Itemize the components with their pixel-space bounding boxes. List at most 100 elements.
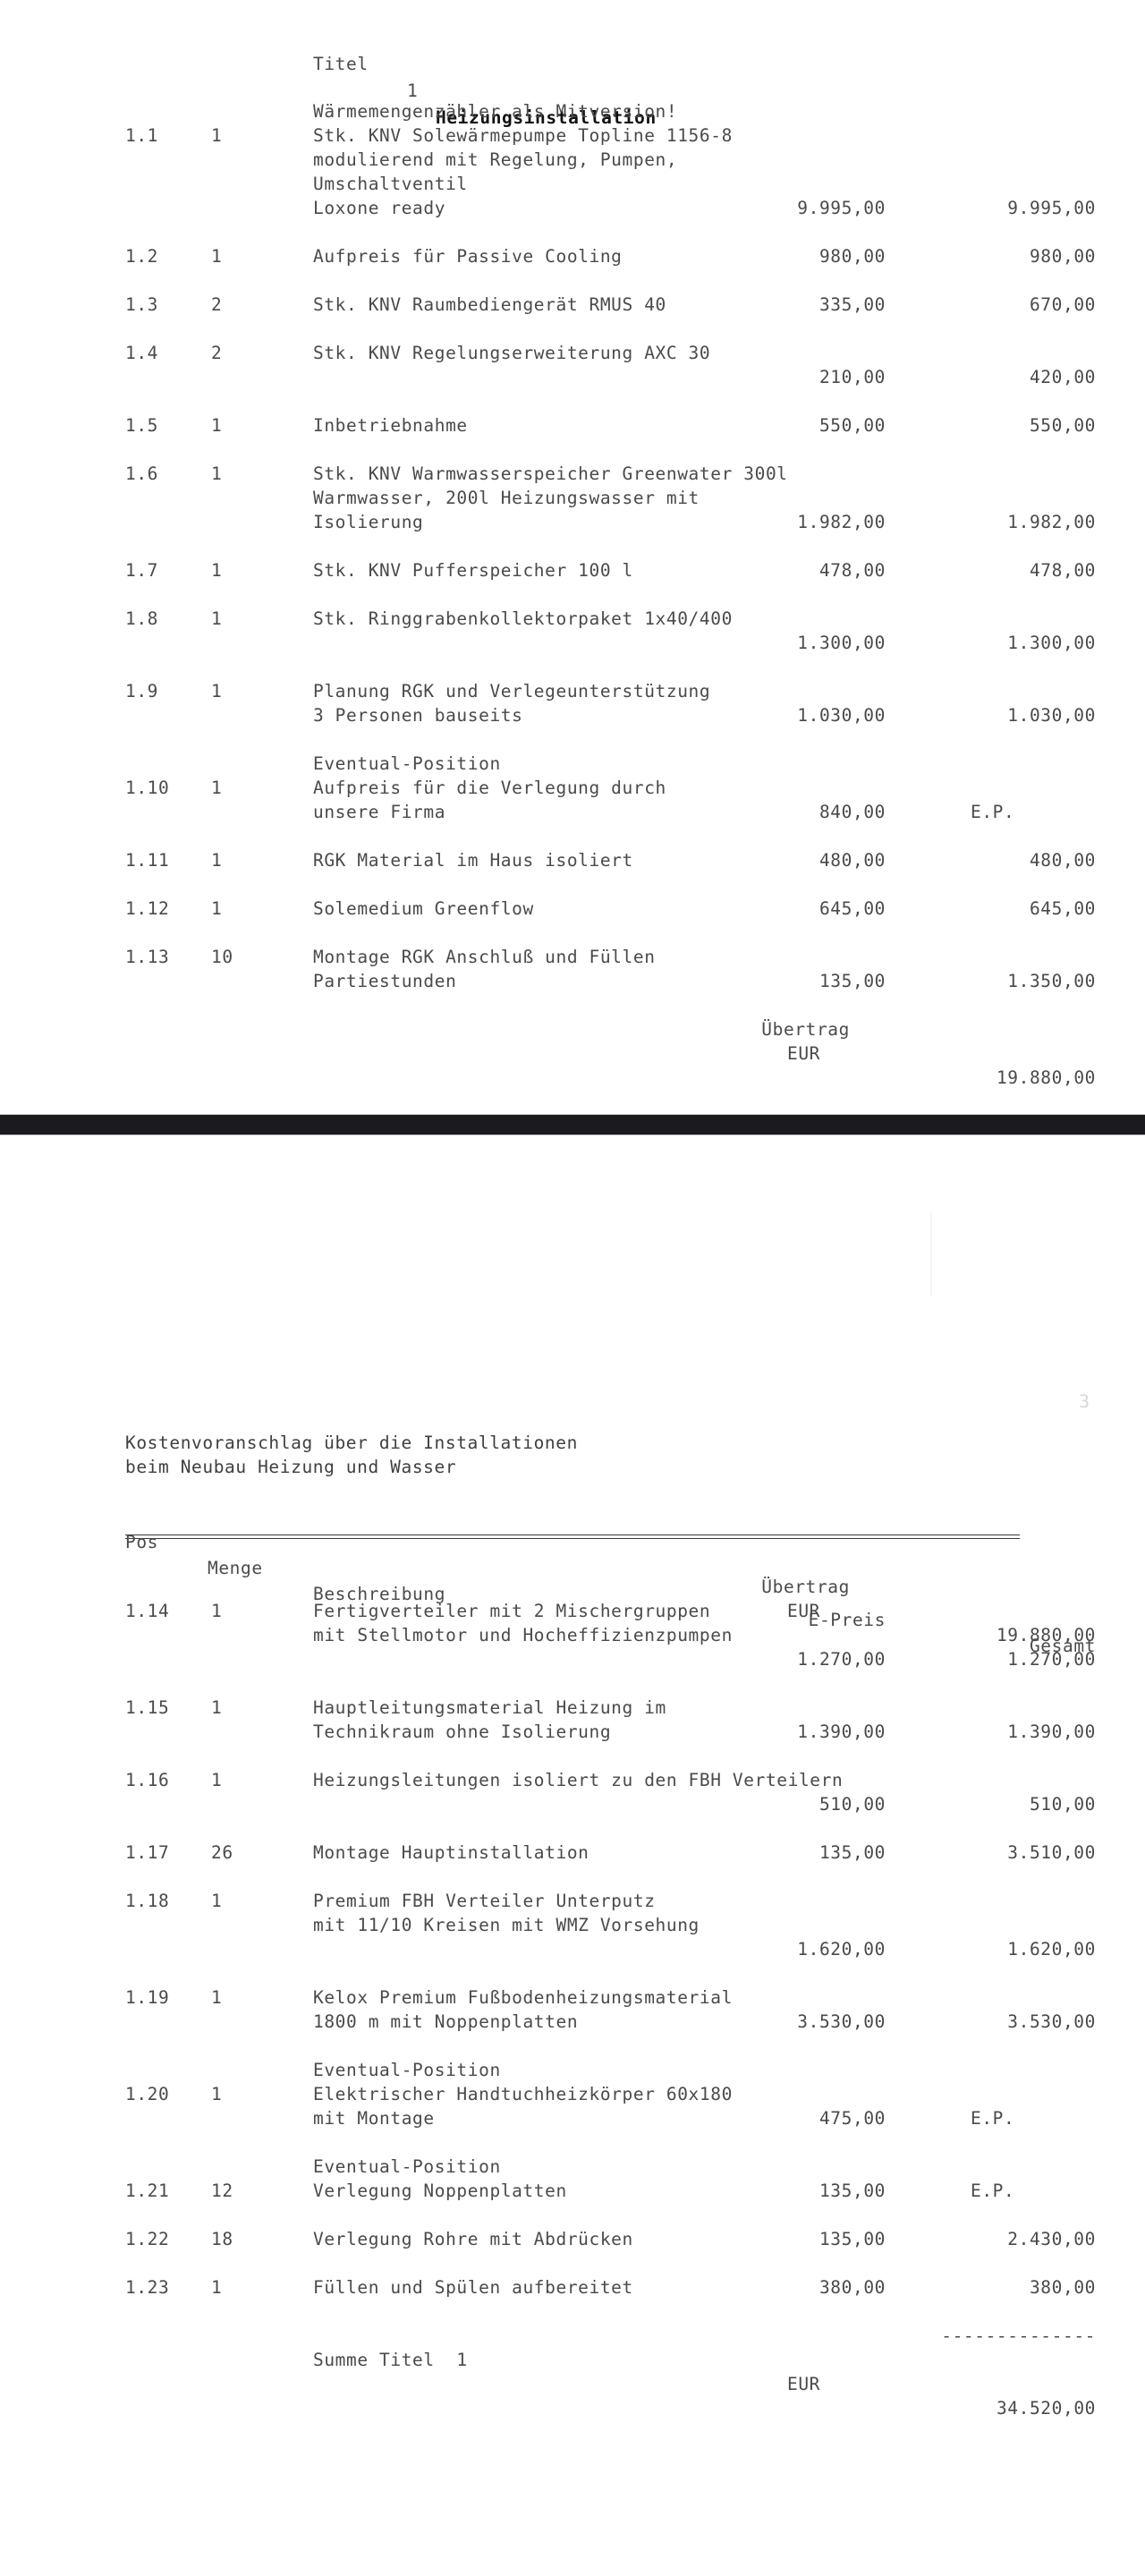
table-row-line: 1.21 12 Verlegung Noppenplatten 135,00 E.P. — [0, 2179, 1145, 2203]
row-position: 1.4 — [125, 343, 159, 363]
table-row-line: 1.4 2 Stk. KNV Regelungserweiterung AXC 30 — [0, 341, 1145, 365]
row-position: 1.1 — [125, 125, 159, 146]
table-row-line: mit Montage 475,00 E.P. — [0, 2106, 1145, 2130]
row-total: 510,00 — [1029, 1794, 1096, 1815]
row-total: 1.030,00 — [1007, 705, 1096, 726]
row-unit-price: 135,00 — [818, 2229, 886, 2249]
table-row-line: Isolierung 1.982,00 1.982,00 — [0, 510, 1145, 534]
table-row-line: Loxone ready 9.995,00 9.995,00 — [0, 196, 1145, 220]
table-row-line: 1.2 1 Aufpreis für Passive Cooling 980,00 98… — [0, 244, 1145, 268]
row-total: E.P. — [971, 2108, 1015, 2129]
table-row-line: 1.3 2 Stk. KNV Raumbediengerät RMUS 40 335,… — [0, 293, 1145, 317]
table-row: 1.2 1 Aufpreis für Passive Cooling 980,00 98… — [0, 244, 1145, 268]
row-unit-price: 135,00 — [818, 971, 886, 991]
table-header-gesamt: Gesamt — [1029, 1636, 1096, 1656]
rule-gap — [0, 1539, 1145, 1551]
row-total: 1.620,00 — [1007, 1939, 1096, 1960]
row-quantity: 1 — [211, 1987, 223, 2008]
row-position: 1.14 — [125, 1601, 170, 1621]
row-description: modulierend mit Regelung, Pumpen, — [313, 149, 678, 170]
title-number: 1 — [407, 81, 419, 101]
row-total: 1.982,00 — [1007, 512, 1096, 532]
row-description: 3 Personen bauseits — [313, 705, 523, 726]
row-position: 1.7 — [125, 560, 159, 581]
table-row-line: 1.8 1 Stk. Ringgrabenkollektorpaket 1x40/4… — [0, 607, 1145, 631]
row-gap — [0, 438, 1145, 462]
table-row: 1.12 1 Solemedium Greenflow 645,00 645,00 — [0, 897, 1145, 921]
row-position: 1.12 — [125, 898, 170, 919]
sum-amount: 34.520,00 — [996, 2398, 1096, 2419]
row-description: Fertigverteiler mit 2 Mischergruppen — [313, 1601, 711, 1621]
table-row: 1.17 26 Montage Hauptinstallation 135,00 3.5… — [0, 1841, 1145, 1865]
eventual-position-row: Eventual-Position — [0, 2058, 1145, 2082]
row-position: 1.22 — [125, 2229, 170, 2249]
row-position: 1.10 — [125, 778, 170, 798]
table-row: 1.7 1 Stk. KNV Pufferspeicher 100 l 478,00 4… — [0, 558, 1145, 582]
row-gap — [0, 317, 1145, 341]
row-position: 1.15 — [125, 1697, 170, 1718]
eventual-position-label: Eventual-Position — [313, 2156, 501, 2177]
row-description: Loxone ready — [313, 198, 446, 218]
letterhead-faint: 3 — [0, 1135, 1145, 1431]
row-unit-price: 9.995,00 — [797, 198, 886, 218]
row-quantity: 1 — [211, 898, 223, 919]
table-row-line: 1.12 1 Solemedium Greenflow 645,00 645,00 — [0, 897, 1145, 921]
intro-line-2: beim Neubau Heizung und Wasser — [125, 1457, 457, 1477]
table-row-line: 1.19 1 Kelox Premium Fußbodenheizungsmater… — [0, 1985, 1145, 2010]
row-position: 1.11 — [125, 850, 170, 871]
table-row-line: 1.300,00 1.300,00 — [0, 631, 1145, 655]
row-unit-price: 645,00 — [818, 898, 886, 919]
row-total: 480,00 — [1029, 850, 1096, 871]
row-total: 670,00 — [1029, 294, 1096, 315]
row-unit-price: 480,00 — [818, 850, 886, 871]
table-row-line: 1.15 1 Hauptleitungsmaterial Heizung im — [0, 1696, 1145, 1720]
table-row: 1.5 1 Inbetriebnahme 550,00 550,00 — [0, 413, 1145, 438]
table-row-line: modulierend mit Regelung, Pumpen, — [0, 148, 1145, 172]
row-description: Technikraum ohne Isolierung — [313, 1722, 612, 1742]
table-row: 1.19 1 Kelox Premium Fußbodenheizungsmater… — [0, 1985, 1145, 2034]
title-row: Titel 1 Heizungsinstallation — [0, 24, 1145, 128]
row-gap — [0, 1865, 1145, 1889]
row-quantity: 2 — [211, 343, 223, 363]
row-gap — [0, 1744, 1145, 1768]
row-description: Verlegung Rohre mit Abdrücken — [313, 2229, 633, 2249]
carryover-label: Übertrag — [761, 1019, 850, 1040]
table-header-menge: Menge — [208, 1558, 263, 1578]
row-description: unsere Firma — [313, 802, 446, 822]
table-row: Eventual-Position 1.20 1 Elektrischer Handt… — [0, 2058, 1145, 2130]
sum-label: Summe Titel 1 — [313, 2350, 468, 2370]
row-quantity: 1 — [211, 560, 223, 581]
carryover-amount: 19.880,00 — [996, 1625, 1096, 1645]
row-description: Aufpreis für Passive Cooling — [313, 246, 623, 267]
row-total: 980,00 — [1029, 246, 1096, 267]
table-row: 1.8 1 Stk. Ringgrabenkollektorpaket 1x40/4… — [0, 607, 1145, 655]
table-header-epreis: E-Preis — [808, 1610, 886, 1630]
row-quantity: 12 — [211, 2181, 233, 2201]
top-margin — [0, 0, 1145, 24]
row-total: 380,00 — [1029, 2277, 1096, 2298]
row-unit-price: 1.390,00 — [797, 1722, 886, 1742]
table-row-line: 1.7 1 Stk. KNV Pufferspeicher 100 l 478,00 4… — [0, 558, 1145, 582]
page2-line-items: 1.14 1 Fertigverteiler mit 2 Mischergruppe… — [0, 1575, 1145, 2300]
table-row: 1.1 1 Stk. KNV Solewärmepumpe Topline 1156… — [0, 123, 1145, 220]
intro-gap — [0, 1479, 1145, 1503]
title-gap — [0, 51, 1145, 75]
row-total: E.P. — [971, 802, 1015, 822]
table-row-line: Partiestunden 135,00 1.350,00 — [0, 969, 1145, 993]
table-row: Eventual-Position 1.21 12 Verlegung Noppenp… — [0, 2155, 1145, 2203]
row-unit-price: 550,00 — [818, 415, 886, 436]
row-gap — [0, 824, 1145, 848]
row-description: Partiestunden — [313, 971, 457, 991]
row-total: 3.530,00 — [1007, 2011, 1096, 2032]
table-row: 1.15 1 Hauptleitungsmaterial Heizung im Tec… — [0, 1696, 1145, 1744]
table-row-line: 3 Personen bauseits 1.030,00 1.030,00 — [0, 703, 1145, 727]
row-gap — [0, 268, 1145, 293]
table-row: 1.3 2 Stk. KNV Raumbediengerät RMUS 40 335,… — [0, 293, 1145, 317]
row-position: 1.23 — [125, 2277, 170, 2298]
table-header-beschreibung: Beschreibung — [313, 1584, 446, 1604]
table-row: 1.4 2 Stk. KNV Regelungserweiterung AXC 30… — [0, 341, 1145, 389]
row-description: mit Montage — [313, 2108, 435, 2129]
row-position: 1.5 — [125, 415, 159, 436]
row-unit-price: 1.982,00 — [797, 512, 886, 532]
letterhead-faint-divider — [930, 1212, 932, 1297]
